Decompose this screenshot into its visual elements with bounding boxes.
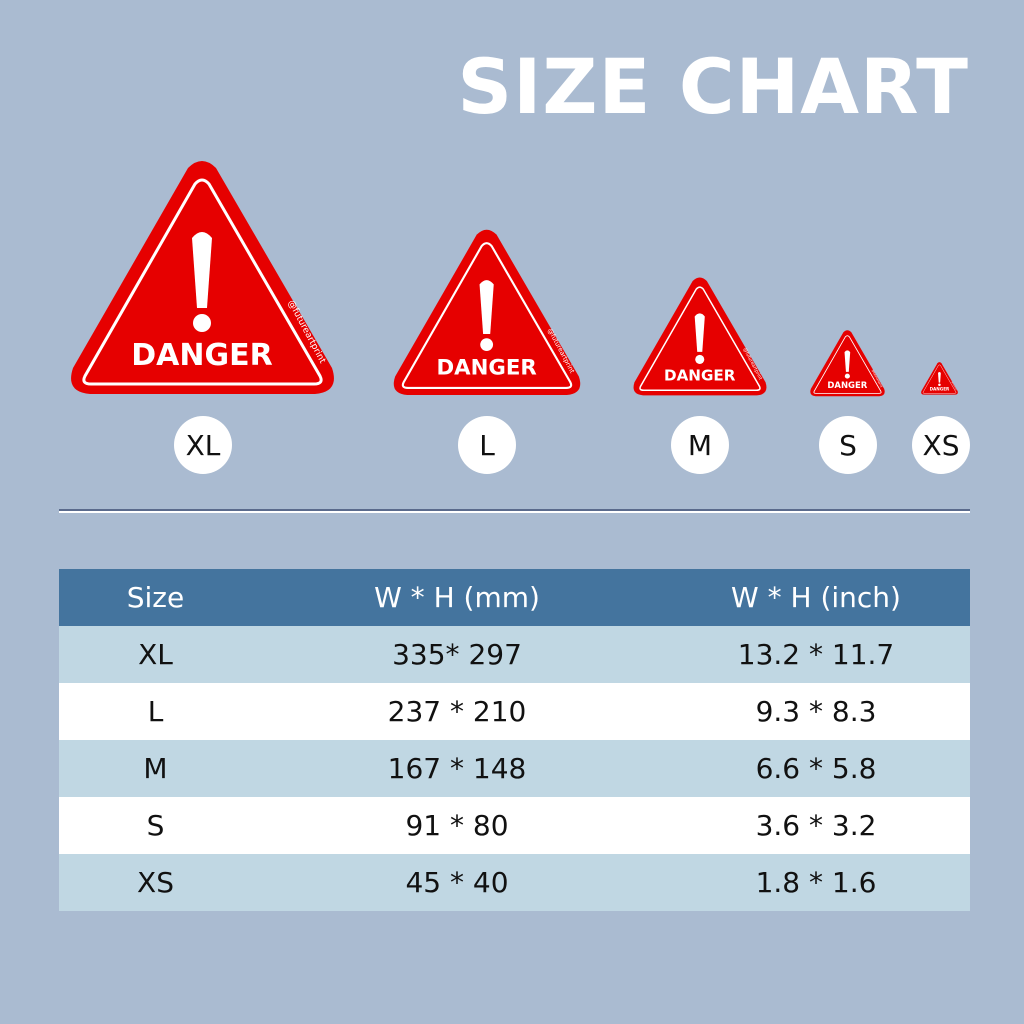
cell-mm: 335* 297 [252,626,662,683]
danger-sign-l: DANGER @futureartprint [393,229,581,395]
cell-mm: 45 * 40 [252,854,662,911]
cell-size: M [59,740,252,797]
table-row: S 91 * 80 3.6 * 3.2 [59,797,970,854]
exclamation-icon [844,350,851,372]
cell-size: L [59,683,252,740]
cell-mm: 237 * 210 [252,683,662,740]
cell-mm: 167 * 148 [252,740,662,797]
size-table: Size W * H (mm) W * H (inch) XL 335* 297 1… [59,569,970,911]
cell-inch: 9.3 * 8.3 [662,683,970,740]
danger-sign-m: DANGER @futureartprint [633,277,767,396]
cell-inch: 3.6 * 3.2 [662,797,970,854]
table-row: M 167 * 148 6.6 * 5.8 [59,740,970,797]
danger-text: DANGER [131,338,272,373]
size-badge-m: M [671,416,729,474]
divider [59,509,970,513]
danger-text: DANGER [827,380,867,390]
size-badge-xs: XS [912,416,970,474]
cell-mm: 91 * 80 [252,797,662,854]
exclamation-icon [192,232,212,308]
header-mm: W * H (mm) [252,569,662,626]
header-inch: W * H (inch) [662,569,970,626]
header-size: Size [59,569,252,626]
cell-size: XS [59,854,252,911]
danger-sign-xs: DANGER @futureartprint [921,362,958,395]
cell-inch: 13.2 * 11.7 [662,626,970,683]
size-badge-xl: XL [174,416,232,474]
danger-sign-xl: DANGER @futureartprint [71,161,334,394]
table-header: Size W * H (mm) W * H (inch) [59,569,970,626]
page-title: SIZE CHART [457,42,969,131]
cell-size: XL [59,626,252,683]
table-row: XS 45 * 40 1.8 * 1.6 [59,854,970,911]
table-row: L 237 * 210 9.3 * 8.3 [59,683,970,740]
danger-sign-s: DANGER @futureartprint [810,330,885,397]
exclamation-icon [694,313,705,352]
cell-size: S [59,797,252,854]
exclamation-icon [938,372,941,383]
danger-text: DANGER [930,387,950,392]
danger-text: DANGER [437,355,537,380]
size-badge-l: L [458,416,516,474]
cell-inch: 6.6 * 5.8 [662,740,970,797]
size-badge-s: S [819,416,877,474]
danger-text: DANGER [664,367,736,385]
table-row: XL 335* 297 13.2 * 11.7 [59,626,970,683]
exclamation-icon [479,280,494,334]
cell-inch: 1.8 * 1.6 [662,854,970,911]
